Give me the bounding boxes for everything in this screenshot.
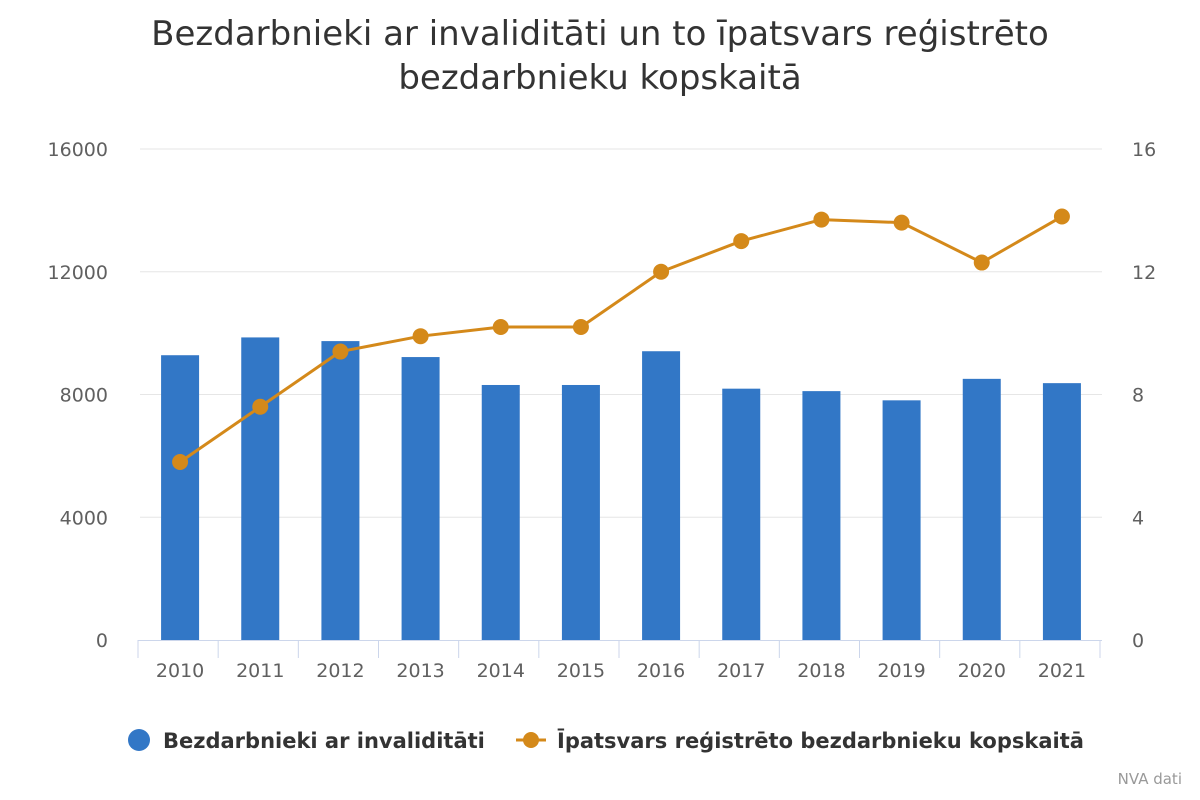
line-point[interactable] — [733, 233, 750, 250]
bar[interactable] — [722, 388, 761, 640]
x-tick-label: 2018 — [797, 660, 845, 682]
line-point[interactable] — [572, 318, 589, 335]
legend[interactable]: Bezdarbnieki ar invaliditāti Īpatsvars re… — [128, 728, 1084, 753]
bar[interactable] — [561, 384, 600, 640]
legend-marker-bars[interactable] — [128, 729, 150, 751]
bar[interactable] — [481, 384, 520, 640]
bar[interactable] — [882, 400, 921, 640]
x-tick-label: 2017 — [717, 660, 765, 682]
y-right-tick-label: 8 — [1132, 385, 1144, 407]
line-point[interactable] — [1053, 208, 1070, 225]
x-tick-label: 2021 — [1038, 660, 1086, 682]
x-tick-label: 2010 — [156, 660, 204, 682]
bar[interactable] — [321, 341, 360, 640]
bar[interactable] — [642, 351, 681, 640]
line-point[interactable] — [172, 454, 189, 471]
y-right-tick-label: 12 — [1132, 262, 1156, 284]
bar-series — [161, 337, 1081, 640]
line-point[interactable] — [492, 318, 509, 335]
chart-title-line-2: bezdarbnieku kopskaitā — [398, 58, 802, 98]
bar[interactable] — [241, 337, 280, 640]
x-tick-label: 2016 — [637, 660, 685, 682]
bar[interactable] — [1042, 383, 1081, 640]
axes: 0 0 4000 4 8000 8 12000 12 16000 16 2010 2011 2012 20… — [48, 139, 1157, 682]
y-left-tick-label: 12000 — [48, 262, 108, 284]
y-left-tick-label: 8000 — [60, 385, 108, 407]
bar[interactable] — [401, 357, 440, 640]
bar[interactable] — [161, 355, 200, 640]
line-point[interactable] — [813, 211, 830, 228]
x-tick-label: 2011 — [236, 660, 284, 682]
x-tick-label: 2012 — [316, 660, 364, 682]
line-point[interactable] — [412, 328, 429, 345]
line-path — [179, 215, 1063, 464]
legend-label-bars[interactable]: Bezdarbnieki ar invaliditāti — [163, 729, 485, 753]
y-right-tick-label: 16 — [1132, 139, 1156, 161]
line-series — [172, 208, 1070, 471]
x-tick-label: 2020 — [958, 660, 1006, 682]
legend-label-line[interactable]: Īpatsvars reģistrēto bezdarbnieku kopska… — [557, 728, 1084, 753]
line-point[interactable] — [332, 343, 349, 360]
y-right-tick-label: 0 — [1132, 630, 1144, 652]
y-left-tick-label: 4000 — [60, 507, 108, 529]
line-point[interactable] — [252, 398, 269, 415]
y-right-tick-label: 4 — [1132, 507, 1144, 529]
chart-title: Bezdarbnieki ar invaliditāti un to īpats… — [100, 12, 1100, 100]
y-left-tick-label: 0 — [96, 630, 108, 652]
x-tick-label: 2015 — [557, 660, 605, 682]
line-point[interactable] — [893, 214, 910, 231]
line-point[interactable] — [973, 254, 990, 271]
x-tick-label: 2019 — [877, 660, 925, 682]
y-left-tick-label: 16000 — [48, 139, 108, 161]
x-tick-label: 2013 — [396, 660, 444, 682]
line-point[interactable] — [653, 263, 670, 280]
bar[interactable] — [962, 378, 1001, 640]
credits-text[interactable]: NVA dati — [1117, 770, 1182, 788]
x-tick-label: 2014 — [477, 660, 525, 682]
gridlines — [140, 148, 1102, 518]
chart-title-line-1: Bezdarbnieki ar invaliditāti un to īpats… — [151, 14, 1049, 54]
bar[interactable] — [802, 391, 841, 640]
legend-marker-line[interactable] — [523, 732, 539, 748]
